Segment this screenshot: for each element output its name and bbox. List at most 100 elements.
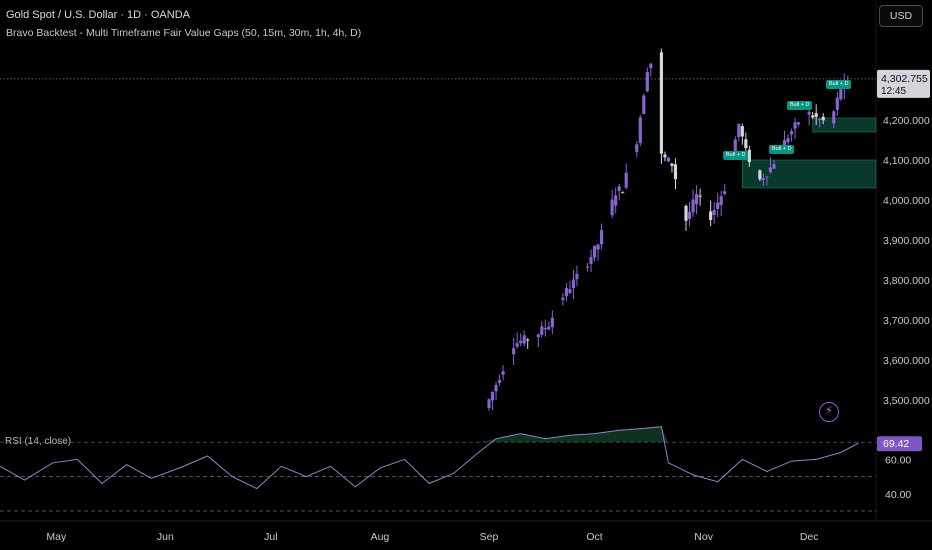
candle-body — [592, 245, 597, 258]
fair-value-gap-zone — [812, 117, 877, 133]
candle-body — [687, 212, 692, 219]
candle-body — [568, 289, 572, 293]
candle-body — [786, 138, 790, 143]
rsi-tick-label: 60.00 — [885, 454, 911, 466]
countdown-label: 12:45 — [881, 86, 906, 97]
candle-body — [550, 317, 554, 328]
fair-value-gap-zone — [742, 159, 877, 189]
candle-body — [691, 199, 695, 213]
candle-body — [600, 230, 604, 245]
candle-body — [723, 191, 727, 194]
fvg-tag: Bull + D — [769, 145, 795, 154]
candle-body — [585, 266, 590, 268]
candle-body — [821, 116, 825, 121]
candle-body — [589, 257, 593, 264]
candle-body — [575, 273, 579, 280]
candle-body — [733, 139, 737, 159]
fvg-tag: Bull + D — [723, 151, 749, 160]
candle-body — [617, 186, 621, 191]
candle-body — [716, 202, 720, 209]
candle-body — [487, 399, 491, 409]
candle-body — [490, 391, 495, 401]
rsi-overbought-fill — [0, 426, 859, 443]
candle-body — [765, 176, 769, 178]
lightning-icon[interactable]: ⚡ — [819, 402, 839, 422]
candle-body — [684, 205, 688, 221]
last-price-badge — [877, 69, 930, 98]
candle-body — [635, 144, 639, 153]
symbol-title[interactable]: Gold Spot / U.S. Dollar · 1D · OANDA — [6, 9, 190, 21]
rsi-value-badge — [877, 436, 922, 452]
time-axis-label: Nov — [694, 531, 713, 543]
candle-body — [740, 126, 744, 137]
rsi-value-label: 69.42 — [883, 438, 909, 450]
candle-body — [494, 384, 498, 392]
candle-body — [638, 117, 642, 143]
candle-body — [519, 340, 523, 344]
price-tick-label: 4,000.000 — [883, 195, 930, 207]
price-tick-label: 4,100.000 — [883, 155, 930, 167]
price-tick-label: 3,700.000 — [883, 315, 930, 327]
candle-body — [811, 115, 815, 118]
candle-body — [614, 195, 618, 206]
candle-body — [624, 172, 628, 188]
candle-body — [642, 95, 646, 115]
candle-body — [540, 326, 544, 335]
candle-body — [719, 196, 723, 206]
candle-body — [698, 195, 702, 197]
candle-body — [797, 122, 801, 125]
time-axis-label: Dec — [800, 531, 819, 543]
candle-body — [673, 164, 678, 180]
candle-body — [761, 178, 766, 181]
price-tick-label: 3,600.000 — [883, 355, 930, 367]
rsi-tick-label: 40.00 — [885, 489, 911, 501]
candle-body — [621, 192, 625, 194]
time-axis-label: May — [46, 531, 67, 543]
last-price-label: 4,302.755 — [881, 73, 928, 85]
candle-body — [536, 334, 540, 337]
candle-body — [512, 348, 516, 355]
time-axis-label: Sep — [480, 531, 499, 543]
currency-button[interactable]: USD — [879, 5, 923, 27]
candle-body — [747, 149, 751, 163]
time-axis-label: Jun — [157, 531, 174, 543]
time-axis-label: Aug — [371, 531, 390, 543]
candle-body — [515, 343, 519, 347]
candle-body — [793, 122, 797, 129]
price-tick-label: 3,500.000 — [883, 395, 930, 407]
candle-body — [832, 111, 836, 124]
candle-body — [571, 279, 576, 289]
candle-body — [564, 288, 568, 297]
indicator-title[interactable]: Bravo Backtest - Multi Timeframe Fair Va… — [6, 27, 362, 39]
candle-body — [768, 167, 773, 173]
candle-body — [758, 170, 762, 180]
candle-body — [501, 371, 505, 375]
candle-body — [666, 157, 671, 162]
candle-body — [744, 139, 748, 149]
price-tick-label: 4,200.000 — [883, 115, 930, 127]
candle-body — [737, 123, 741, 137]
candle-body — [526, 339, 530, 341]
candle-body — [497, 380, 502, 383]
candle-body — [772, 164, 776, 169]
candle-body — [835, 97, 839, 110]
candle-body — [818, 119, 822, 121]
candle-body — [814, 113, 818, 117]
time-axis-label: Oct — [586, 531, 602, 543]
candle-body — [547, 326, 551, 330]
candle-body — [712, 210, 716, 215]
candle-body — [596, 244, 600, 250]
candle-body — [561, 297, 565, 300]
candle-body — [659, 52, 663, 154]
fvg-tag: Bull + D — [826, 80, 852, 89]
candle-body — [807, 111, 811, 115]
candle-body — [789, 131, 794, 135]
fvg-tag: Bull + D — [787, 101, 813, 110]
candle-body — [670, 163, 674, 166]
candle-body — [610, 199, 614, 216]
candle-body — [839, 89, 843, 100]
price-tick-label: 3,800.000 — [883, 275, 930, 287]
rsi-label[interactable]: RSI (14, close) — [5, 436, 72, 447]
candle-body — [649, 63, 653, 69]
